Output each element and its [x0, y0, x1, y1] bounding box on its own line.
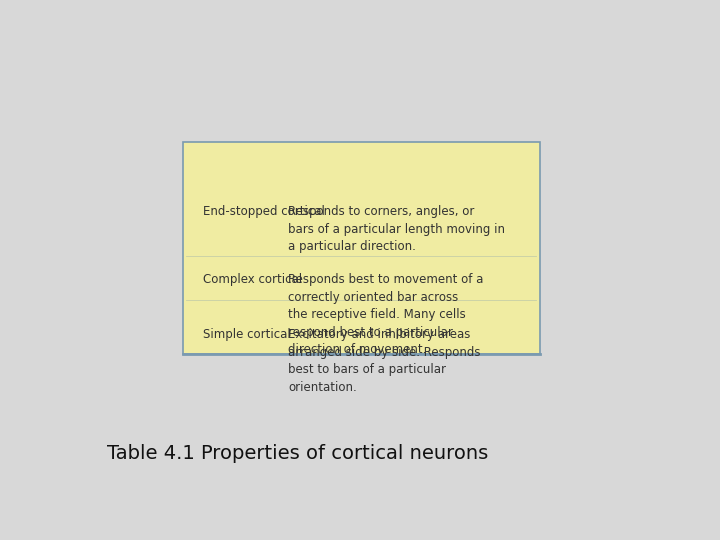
Bar — [183, 142, 539, 354]
Text: Responds best to movement of a
correctly oriented bar across
the receptive field: Responds best to movement of a correctly… — [288, 273, 484, 356]
Text: Excitatory and inhibitory areas
arranged side by side. Responds
best to bars of : Excitatory and inhibitory areas arranged… — [288, 328, 481, 394]
Text: Complex cortical: Complex cortical — [202, 273, 302, 286]
Text: Simple cortical: Simple cortical — [202, 328, 290, 341]
Text: Responds to corners, angles, or
bars of a particular length moving in
a particul: Responds to corners, angles, or bars of … — [288, 205, 505, 253]
Text: End-stopped cortical: End-stopped cortical — [202, 205, 325, 218]
Text: Table 4.1 Properties of cortical neurons: Table 4.1 Properties of cortical neurons — [107, 444, 488, 463]
